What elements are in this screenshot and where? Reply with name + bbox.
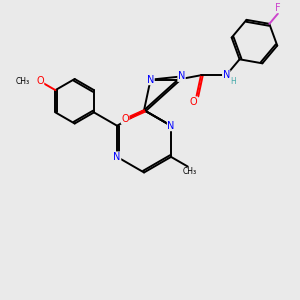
Text: N: N bbox=[167, 121, 175, 131]
Text: O: O bbox=[121, 114, 129, 124]
Text: N: N bbox=[113, 152, 121, 162]
Text: N: N bbox=[178, 71, 185, 81]
Text: CH₃: CH₃ bbox=[16, 77, 30, 86]
Text: O: O bbox=[36, 76, 44, 86]
Text: CH₃: CH₃ bbox=[182, 167, 196, 176]
Text: F: F bbox=[275, 3, 281, 13]
Text: H: H bbox=[230, 77, 236, 86]
Text: N: N bbox=[147, 75, 154, 85]
Text: N: N bbox=[223, 70, 230, 80]
Text: O: O bbox=[190, 97, 197, 107]
